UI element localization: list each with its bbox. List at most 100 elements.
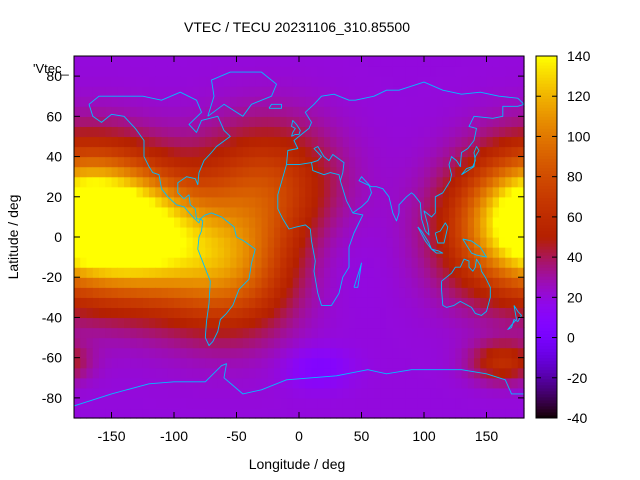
heatmap-cell (130, 407, 138, 419)
heatmap-cell (86, 397, 94, 409)
heatmap-cell (99, 56, 106, 67)
heatmap-cell (155, 116, 163, 127)
heatmap-cell (242, 186, 250, 198)
heatmap-cell (249, 196, 256, 208)
heatmap-cell (455, 196, 463, 208)
heatmap-cell (349, 287, 356, 298)
heatmap-cell (361, 146, 369, 158)
heatmap-cell (492, 287, 500, 298)
y-tick-label: 0 (54, 229, 62, 245)
heatmap-cell (92, 146, 100, 158)
heatmap-cell (261, 337, 269, 349)
heatmap-cell (249, 186, 256, 198)
heatmap-cell (299, 126, 306, 138)
colorbar-step (536, 83, 557, 87)
heatmap-cell (224, 56, 231, 67)
heatmap-cell (405, 196, 413, 208)
heatmap-cell (511, 166, 519, 178)
heatmap-cell (217, 66, 225, 77)
heatmap-cell (167, 327, 175, 339)
heatmap-cell (186, 297, 194, 308)
heatmap-cell (261, 66, 269, 77)
heatmap-cell (424, 307, 431, 319)
heatmap-cell (461, 397, 469, 409)
heatmap-cell (236, 247, 244, 258)
heatmap-cell (261, 407, 269, 419)
heatmap-cell (267, 166, 275, 178)
heatmap-cell (286, 267, 294, 278)
heatmap-cell (136, 106, 144, 117)
heatmap-cell (386, 66, 394, 77)
heatmap-cell (336, 156, 344, 168)
heatmap-cell (367, 156, 375, 168)
heatmap-cell (136, 387, 144, 399)
heatmap-cell (130, 307, 138, 319)
heatmap-cell (111, 357, 119, 369)
heatmap-cell (192, 216, 200, 228)
heatmap-cell (505, 267, 513, 278)
heatmap-cell (480, 196, 488, 208)
heatmap-cell (149, 317, 156, 329)
heatmap-cell (236, 66, 244, 77)
heatmap-cell (374, 106, 381, 117)
heatmap-cell (105, 126, 113, 138)
heatmap-cell (286, 226, 294, 238)
heatmap-cell (280, 186, 288, 198)
colorbar-step (536, 306, 557, 310)
heatmap-cell (236, 287, 244, 298)
heatmap-cell (486, 387, 494, 399)
heatmap-cell (274, 287, 281, 298)
heatmap-cell (449, 86, 456, 97)
heatmap-cell (349, 377, 356, 389)
heatmap-cell (380, 287, 388, 298)
heatmap-cell (342, 116, 350, 127)
heatmap-cell (267, 126, 275, 138)
heatmap-cell (99, 166, 106, 178)
heatmap-cell (142, 367, 150, 379)
heatmap-cell (505, 176, 513, 188)
heatmap-cell (242, 156, 250, 168)
heatmap-cell (492, 377, 500, 389)
heatmap-cell (99, 307, 106, 319)
heatmap-cell (392, 267, 400, 278)
heatmap-cell (305, 76, 313, 87)
heatmap-cell (324, 367, 331, 379)
heatmap-cell (336, 186, 344, 198)
heatmap-cell (199, 327, 206, 339)
heatmap-cell (317, 317, 325, 329)
heatmap-cell (386, 106, 394, 117)
colorbar-tick-label: -20 (567, 370, 587, 386)
heatmap-cell (155, 176, 163, 188)
y-tick-label: -20 (42, 269, 62, 285)
heatmap-cell (342, 106, 350, 117)
heatmap-cell (330, 186, 338, 198)
heatmap-cell (261, 166, 269, 178)
heatmap-cell (505, 307, 513, 319)
heatmap-cell (267, 206, 275, 218)
heatmap-cell (455, 277, 463, 288)
heatmap-cell (467, 407, 475, 419)
heatmap-cell (386, 277, 394, 288)
heatmap-cell (149, 116, 156, 127)
heatmap-cell (317, 377, 325, 389)
heatmap-cell (442, 247, 450, 258)
heatmap-cell (374, 206, 381, 218)
heatmap-cell (411, 307, 419, 319)
heatmap-cell (105, 166, 113, 178)
heatmap-cell (305, 106, 313, 117)
heatmap-cell (299, 156, 306, 168)
heatmap-cell (355, 146, 363, 158)
heatmap-cell (92, 56, 100, 67)
heatmap-cell (424, 357, 431, 369)
heatmap-cell (192, 106, 200, 117)
heatmap-cell (224, 216, 231, 228)
heatmap-cell (86, 56, 94, 67)
heatmap-cell (417, 176, 425, 188)
colorbar-step (536, 167, 557, 172)
heatmap-cell (111, 397, 119, 409)
heatmap-cell (192, 156, 200, 168)
heatmap-cell (142, 116, 150, 127)
heatmap-cell (205, 56, 213, 67)
heatmap-cell (317, 226, 325, 238)
heatmap-cell (492, 166, 500, 178)
